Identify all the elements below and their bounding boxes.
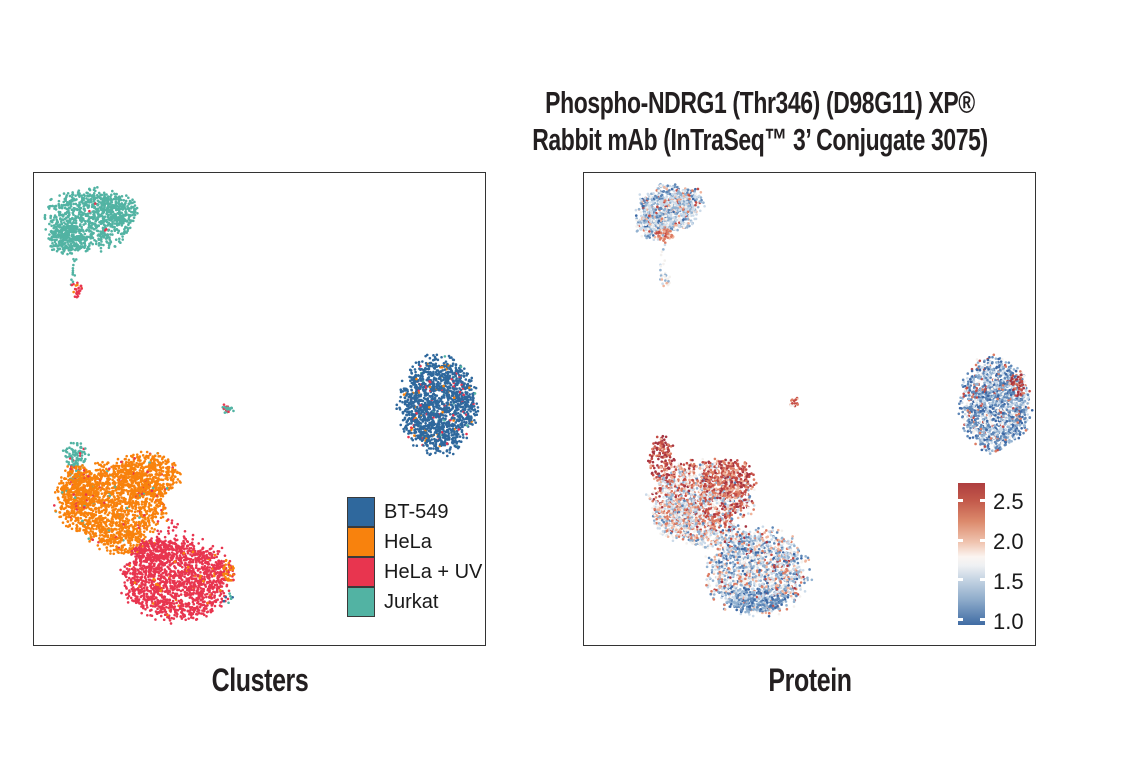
colorbar-tick-notch [980,578,985,582]
protein-caption: Protein [768,662,852,698]
clusters-caption: Clusters [211,662,309,698]
legend-label-jurkat: Jurkat [384,591,439,613]
legend-swatch-bt549 [347,497,375,527]
colorbar-tick-notch [958,617,963,621]
figure-title: Phospho-NDRG1 (Thr346) (D98G11) XP® Rabb… [494,84,1027,158]
protein-plot: 2.5 2.0 1.5 1.0 [583,172,1036,646]
colorbar-tick-notch [958,499,963,503]
legend-swatch-jurkat [347,587,375,617]
figure-title-line2: Rabbit mAb (InTraSeq™ 3’ Conjugate 3075) [532,122,988,157]
legend-swatch-hela-uv [347,557,375,587]
colorbar-tick-label: 2.0 [993,529,1024,554]
clusters-scatter-canvas [34,173,485,645]
clusters-plot: BT-549 HeLa HeLa + UV Jurkat [33,172,486,646]
legend-label-hela-uv: HeLa + UV [384,561,483,583]
figure-title-line1: Phospho-NDRG1 (Thr346) (D98G11) XP® [545,85,975,120]
legend-label-bt549: BT-549 [384,501,449,523]
colorbar-tick-notch [980,499,985,503]
colorbar-tick-notch [958,578,963,582]
colorbar-tick-label: 2.5 [993,489,1024,514]
legend-label-hela: HeLa [384,531,432,553]
colorbar-tick-notch [980,538,985,542]
colorbar-tick-notch [958,538,963,542]
legend-swatch-hela [347,527,375,557]
protein-colorbar [958,483,985,625]
colorbar-tick-label: 1.5 [993,569,1024,594]
colorbar-tick-label: 1.0 [993,609,1024,634]
colorbar-tick-notch [980,617,985,621]
